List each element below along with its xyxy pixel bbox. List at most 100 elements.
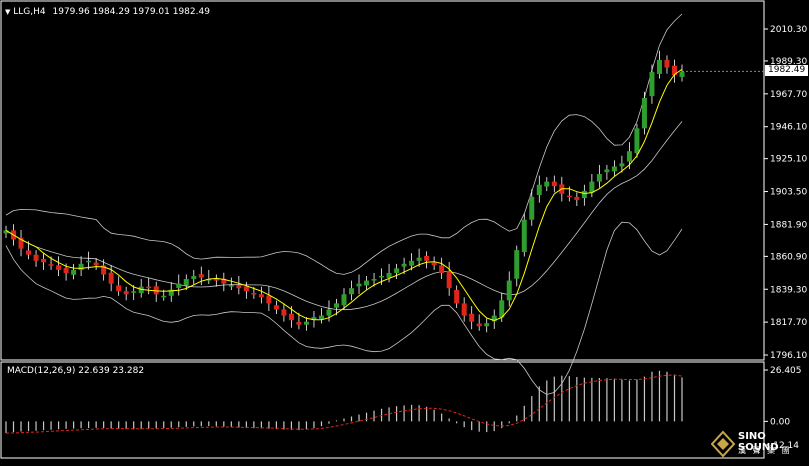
ma-path [5, 68, 683, 322]
candle-body [604, 169, 610, 173]
candle-body [153, 286, 159, 295]
candle-body [161, 295, 167, 298]
candle-body [213, 279, 219, 281]
candle-body [56, 265, 62, 270]
candle-body [131, 291, 137, 293]
middle-band-line [5, 121, 683, 311]
candle-body [243, 286, 249, 292]
price-tick-label: 1817.70 [770, 318, 807, 328]
ohlc-label: 1979.96 1984.29 1979.01 1982.49 [52, 7, 210, 17]
current-price-marker: 1982.49 [765, 65, 809, 76]
candle-body [371, 279, 377, 281]
logo-text: SINO SOUND [738, 431, 779, 453]
candle-body [296, 321, 302, 325]
price-tick-label: 1881.90 [770, 220, 807, 230]
candle-body [258, 294, 264, 298]
candle-body [461, 303, 467, 316]
candle-body [536, 184, 542, 196]
candle-body [506, 280, 512, 301]
candle-body [634, 128, 640, 154]
candle-body [273, 305, 279, 310]
candle-body [649, 72, 655, 97]
logo-subtext: 漢 聲 集 團 [738, 446, 792, 455]
lower-band-line [5, 221, 683, 395]
candle-body [251, 293, 257, 295]
candle-body [318, 315, 324, 319]
candle-body [499, 300, 505, 318]
candle-body [198, 274, 204, 278]
price-tick-label: 1967.70 [770, 90, 807, 100]
candle-body [116, 285, 122, 292]
candle-body [416, 257, 422, 261]
candle-body [439, 265, 445, 273]
candle-body [491, 315, 497, 322]
symbol-header[interactable]: ▼ LLG,H4 1979.96 1984.29 1979.01 1982.49 [5, 7, 210, 17]
dropdown-triangle-icon[interactable]: ▼ [5, 8, 11, 16]
candle-body [266, 295, 272, 304]
price-tick-label: 1925.10 [770, 155, 807, 165]
sino-sound-logo: SINO SOUND 漢 聲 集 團 [710, 430, 803, 458]
candle-body [401, 263, 407, 267]
candle-body [288, 313, 294, 321]
candle-body [93, 262, 99, 266]
candle-body [409, 260, 415, 266]
candle-body [311, 317, 317, 320]
candle-body [206, 279, 212, 281]
price-axis: 2010.30 1989.30 1967.70 1946.10 1925.10 1903.… [764, 25, 807, 361]
candle-body [303, 321, 309, 325]
macd-signal-line [5, 374, 683, 434]
candle-body [544, 181, 550, 187]
macd-pane-frame [0, 361, 765, 459]
candle-body [168, 289, 174, 296]
candle-body [364, 280, 370, 286]
signal-path [5, 374, 683, 434]
macd-tick-label: 0.00 [770, 417, 790, 427]
candle-body [641, 97, 647, 129]
candle-body [236, 285, 242, 289]
price-tick-label: 1989.30 [770, 57, 807, 67]
candle-body [101, 265, 107, 275]
candle-body [566, 195, 572, 198]
price-pane-frame [0, 0, 765, 361]
macd-tick-label: 26.405 [770, 366, 802, 376]
candle-body [656, 59, 662, 74]
candle-body [71, 269, 77, 275]
candle-body [476, 323, 482, 327]
macd-label: MACD(12,26,9) 22.639 23.282 [7, 366, 145, 376]
candle-body [514, 250, 520, 279]
candle-body [679, 72, 685, 77]
candle-body [41, 258, 47, 263]
candle-body [356, 283, 362, 287]
price-tick-label: 1946.10 [770, 123, 807, 133]
candle-body [589, 181, 595, 193]
upper-band-line [5, 13, 683, 275]
candle-body [446, 271, 452, 289]
candle-body [611, 166, 617, 172]
price-tick-label: 1839.30 [770, 285, 807, 295]
moving-average-line [5, 68, 683, 322]
candle-body [671, 65, 677, 76]
candle-body [26, 250, 32, 255]
price-tick-label: 1796.10 [770, 351, 807, 361]
candle-body [281, 309, 287, 316]
candle-body [176, 283, 182, 288]
candle-body [123, 291, 129, 295]
candle-body [221, 278, 227, 284]
candle-body [469, 313, 475, 322]
candle-body [326, 309, 332, 316]
candle-body [191, 276, 197, 280]
candle-body [86, 260, 92, 263]
candle-body [431, 262, 437, 266]
candle-body [529, 196, 535, 220]
price-tick-label: 1860.90 [770, 252, 807, 262]
candle-body [574, 196, 580, 200]
symbol-label: LLG,H4 [13, 7, 46, 17]
candle-body [386, 272, 392, 278]
candle-body [551, 181, 557, 187]
candle-body [146, 286, 152, 289]
candlestick-series [3, 50, 764, 333]
candle-body [349, 288, 355, 295]
candle-body [581, 190, 587, 199]
